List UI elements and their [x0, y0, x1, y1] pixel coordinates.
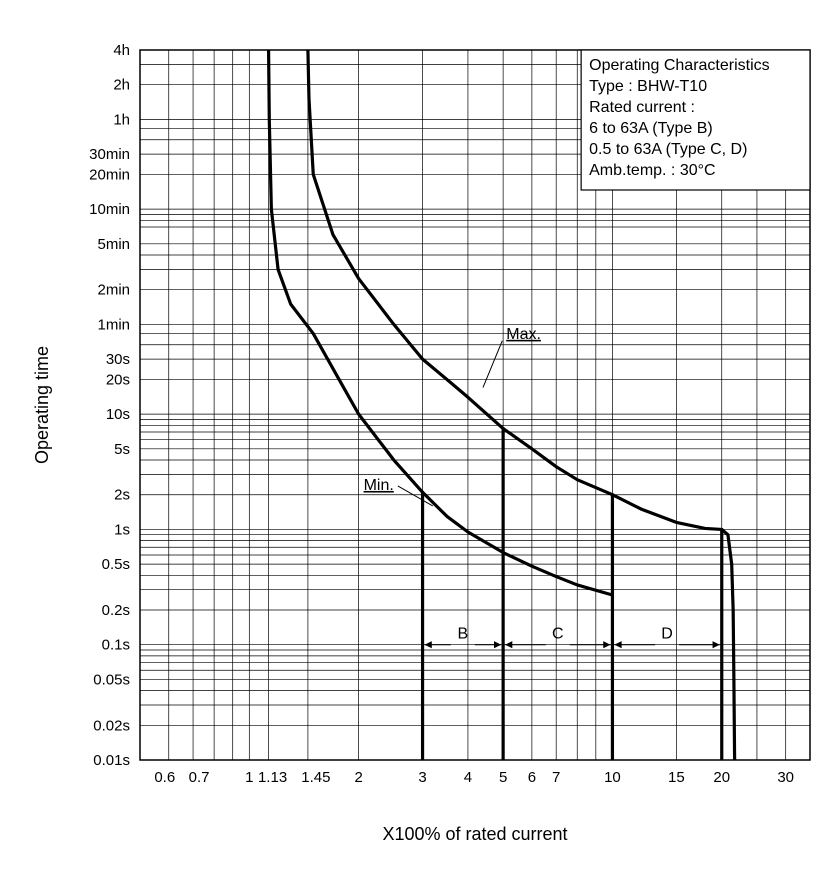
- svg-text:10s: 10s: [106, 406, 130, 423]
- svg-text:3: 3: [418, 769, 426, 786]
- svg-text:30: 30: [777, 769, 794, 786]
- svg-text:1h: 1h: [113, 111, 130, 128]
- svg-text:7: 7: [552, 769, 560, 786]
- max-label: Max.: [506, 326, 541, 343]
- svg-text:15: 15: [668, 769, 685, 786]
- region-label-B: B: [458, 626, 469, 643]
- svg-text:5s: 5s: [114, 441, 130, 458]
- svg-text:0.1s: 0.1s: [102, 637, 130, 654]
- svg-text:0.05s: 0.05s: [93, 671, 130, 688]
- svg-text:0.01s: 0.01s: [93, 752, 130, 769]
- svg-text:1s: 1s: [114, 521, 130, 538]
- info-box: Operating Characteristics Type : BHW-T10…: [581, 50, 810, 190]
- svg-text:6: 6: [528, 769, 536, 786]
- svg-text:10min: 10min: [89, 201, 130, 218]
- region-label-C: C: [552, 626, 564, 643]
- x-axis-label: X100% of rated current: [382, 824, 567, 844]
- info-line-5: Amb.temp. : 30°C: [589, 162, 715, 179]
- info-line-3: 6 to 63A (Type B): [589, 120, 713, 137]
- info-line-1: Type : BHW-T10: [589, 78, 707, 95]
- svg-text:10: 10: [604, 769, 621, 786]
- svg-text:5: 5: [499, 769, 507, 786]
- svg-text:5min: 5min: [97, 236, 130, 253]
- svg-text:4: 4: [464, 769, 472, 786]
- info-line-2: Rated current :: [589, 99, 695, 116]
- info-line-0: Operating Characteristics: [589, 57, 770, 74]
- min-label: Min.: [364, 477, 394, 494]
- region-label-D: D: [661, 626, 673, 643]
- svg-text:1min: 1min: [97, 316, 130, 333]
- svg-text:20min: 20min: [89, 166, 130, 183]
- svg-text:2s: 2s: [114, 487, 130, 504]
- svg-text:0.6: 0.6: [154, 769, 175, 786]
- y-tick-labels: 0.01s 0.02s 0.05s 0.1s 0.2s 0.5s 1s 2s 5s 10s 20s 3…: [89, 42, 130, 769]
- y-axis-label: Operating time: [32, 346, 52, 464]
- svg-text:2min: 2min: [97, 282, 130, 299]
- max-leader: [483, 341, 502, 388]
- svg-text:30s: 30s: [106, 351, 130, 368]
- region-labels: B C D: [423, 626, 722, 651]
- svg-text:4h: 4h: [113, 42, 130, 59]
- svg-text:20: 20: [713, 769, 730, 786]
- svg-text:2: 2: [354, 769, 362, 786]
- svg-text:0.7: 0.7: [189, 769, 210, 786]
- svg-text:1.45: 1.45: [301, 769, 330, 786]
- svg-text:2h: 2h: [113, 77, 130, 94]
- svg-text:0.2s: 0.2s: [102, 602, 130, 619]
- svg-text:0.5s: 0.5s: [102, 556, 130, 573]
- max-curve: [308, 50, 613, 495]
- svg-text:1: 1: [245, 769, 253, 786]
- svg-text:1.13: 1.13: [258, 769, 287, 786]
- info-line-4: 0.5 to 63A (Type C, D): [589, 141, 747, 158]
- svg-text:0.02s: 0.02s: [93, 717, 130, 734]
- svg-text:20s: 20s: [106, 371, 130, 388]
- operating-characteristics-chart: 0.60.711.131.45234567101520300.01s0.02s0…: [20, 20, 824, 870]
- x-tick-labels: 0.6 0.7 1 1.13 1.45 2 3 4 5 67 10 15 20 30: [154, 769, 794, 786]
- svg-text:30min: 30min: [89, 146, 130, 163]
